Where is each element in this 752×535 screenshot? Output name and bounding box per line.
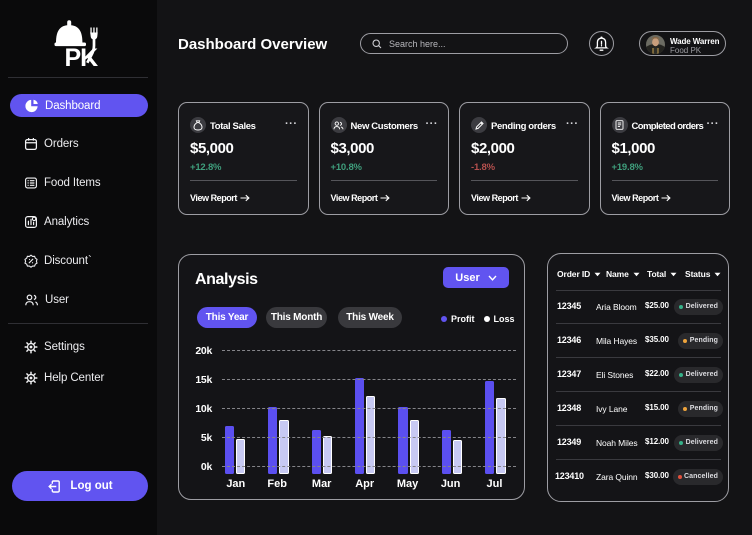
- svg-text:PK: PK: [65, 44, 99, 70]
